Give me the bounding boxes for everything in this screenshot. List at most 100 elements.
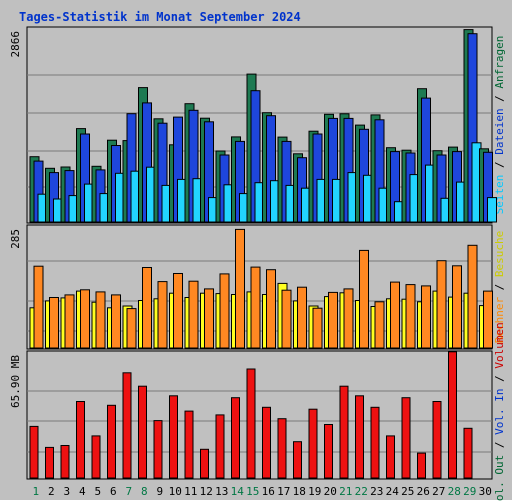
bar-rechner-day-23	[374, 301, 385, 349]
y-max-label: 285	[9, 229, 22, 249]
y-max-label: 65.90 MB	[9, 355, 22, 408]
x-tick-label: 3	[63, 485, 70, 498]
x-tick-label: 5	[94, 485, 101, 498]
x-tick-label: 29	[463, 485, 476, 498]
legend-item: Anfragen	[493, 36, 506, 89]
x-tick-label: 14	[231, 485, 245, 498]
bar-volumen-day-29	[463, 427, 473, 479]
legend-item: /	[493, 89, 506, 109]
bar-volumen-day-21	[339, 385, 349, 479]
bar-rechner-day-4	[80, 289, 90, 349]
panel-volume: 65.90 MB Vol. Out / Vol. In / Volumen	[9, 322, 506, 501]
bar-volumen-day-19	[308, 408, 318, 479]
x-tick-label: 28	[448, 485, 461, 498]
bar-volumen-day-24	[386, 435, 395, 479]
x-tick-label: 11	[184, 485, 197, 498]
bar-volumen-day-1	[29, 425, 39, 479]
x-tick-label: 17	[277, 485, 290, 498]
x-tick-label: 15	[246, 485, 259, 498]
bar-volumen-day-2	[45, 446, 54, 479]
x-tick-label: 23	[370, 485, 383, 498]
bar-rechner-day-21	[343, 288, 354, 349]
bar-rechner-day-20	[328, 291, 338, 349]
bar-rechner-day-3	[64, 294, 75, 349]
x-tick-label: 30	[479, 485, 492, 498]
plot-area-volume	[26, 350, 493, 480]
bar-volumen-day-8	[138, 385, 147, 479]
bar-rechner-day-24	[390, 281, 400, 349]
bar-volumen-day-5	[91, 435, 101, 479]
x-tick-label: 2	[48, 485, 55, 498]
bar-rechner-day-27	[436, 260, 447, 349]
legend-item: /	[493, 277, 506, 297]
legend-item: /	[493, 155, 506, 175]
x-tick-label: 12	[200, 485, 213, 498]
bar-volumen-day-23	[370, 406, 380, 479]
panel-visits: 285 Rechner / Besuche	[9, 224, 506, 350]
bar-rechner-day-11	[188, 280, 199, 349]
bar-rechner-day-22	[359, 249, 369, 349]
legend-item: Rechner	[493, 297, 506, 344]
x-tick-label: 20	[324, 485, 337, 498]
bar-volumen-day-28	[448, 351, 457, 479]
bar-volumen-day-11	[184, 410, 194, 479]
bar-volumen-day-4	[76, 401, 85, 479]
x-tick-label: 24	[386, 485, 400, 498]
panel-requests: 2866 Seiten / Dateien / Anfragen	[9, 26, 506, 224]
bar-volumen-day-16	[262, 406, 271, 479]
y-max-label: 2866	[9, 31, 22, 58]
bar-rechner-day-30	[483, 290, 493, 349]
bar-rechner-day-19	[312, 307, 323, 349]
x-tick-label: 22	[355, 485, 368, 498]
bar-seiten-day-30	[487, 197, 497, 223]
x-tick-label: 19	[308, 485, 321, 498]
x-tick-label: 16	[262, 485, 275, 498]
bar-volumen-day-13	[215, 414, 225, 479]
bar-rechner-day-8	[142, 267, 152, 349]
x-tick-label: 21	[339, 485, 352, 498]
x-tick-label: 1	[32, 485, 39, 498]
x-tick-label: 26	[417, 485, 430, 498]
bar-rechner-day-17	[281, 289, 292, 349]
bar-rechner-day-12	[204, 288, 214, 349]
bar-volumen-day-18	[293, 441, 302, 479]
legend-item: /	[493, 369, 506, 389]
bar-volumen-day-26	[417, 452, 426, 479]
legend-volume: Vol. Out / Vol. In / Volumen	[493, 322, 506, 501]
bar-rechner-day-5	[95, 291, 106, 349]
legend-item: Vol. In	[493, 389, 506, 435]
x-tick-label: 27	[432, 485, 445, 498]
x-tick-label: 8	[141, 485, 148, 498]
x-tick-label: 6	[110, 485, 117, 498]
legend-item: /	[493, 435, 506, 455]
bar-rechner-day-7	[126, 308, 137, 349]
bar-volumen-day-15	[246, 368, 256, 479]
x-tick-label: 25	[401, 485, 414, 498]
bar-volumen-day-6	[107, 404, 116, 479]
bar-rechner-day-25	[405, 284, 416, 349]
bar-volumen-day-25	[401, 397, 411, 479]
x-tick-label: 7	[125, 485, 132, 498]
bar-rechner-day-2	[49, 297, 59, 349]
bar-rechner-day-13	[219, 273, 230, 349]
bar-volumen-day-17	[277, 418, 287, 479]
bar-volumen-day-22	[355, 395, 364, 479]
x-tick-label: 10	[169, 485, 182, 498]
legend-item: Vol. Out	[493, 455, 506, 501]
bar-volumen-day-27	[432, 401, 442, 479]
chart-title: Tages-Statistik im Monat September 2024	[19, 10, 301, 24]
bar-rechner-day-9	[157, 281, 168, 349]
bar-rechner-day-16	[266, 269, 276, 349]
legend-item: Volumen	[493, 322, 506, 368]
bar-rechner-day-18	[297, 286, 307, 349]
bar-volumen-day-20	[324, 424, 333, 479]
bar-volumen-day-7	[122, 372, 132, 479]
x-axis-labels: 1 2 3 4 5 6 7 8 9 10 11 12 13 14 15 16 17 18 19 20 21 22 23 24 2…	[32, 485, 491, 498]
bar-volumen-day-3	[60, 445, 70, 479]
bar-rechner-day-15	[250, 266, 261, 349]
bar-volumen-day-12	[200, 448, 209, 479]
bar-volumen-day-9	[153, 420, 163, 479]
bar-rechner-day-1	[33, 265, 44, 349]
